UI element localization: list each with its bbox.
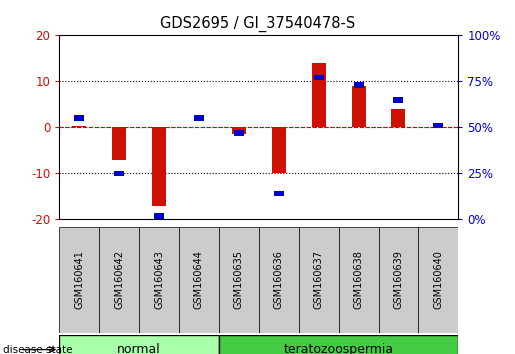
Bar: [272, 127, 286, 173]
Bar: [354, 82, 364, 88]
Text: GSM160642: GSM160642: [114, 250, 124, 309]
Bar: [74, 115, 84, 121]
FancyBboxPatch shape: [339, 227, 379, 333]
Bar: [274, 191, 284, 196]
FancyBboxPatch shape: [219, 335, 458, 354]
Text: normal: normal: [117, 343, 161, 354]
Text: GSM160641: GSM160641: [74, 250, 84, 309]
FancyBboxPatch shape: [59, 335, 219, 354]
FancyBboxPatch shape: [219, 227, 259, 333]
FancyBboxPatch shape: [99, 227, 139, 333]
Bar: [234, 130, 244, 136]
Bar: [393, 97, 403, 103]
Bar: [154, 213, 164, 218]
Bar: [312, 63, 325, 127]
Text: GSM160637: GSM160637: [314, 250, 323, 309]
Text: GSM160638: GSM160638: [354, 250, 364, 309]
Text: GSM160636: GSM160636: [274, 250, 284, 309]
Bar: [192, 126, 206, 127]
Bar: [391, 109, 405, 127]
Bar: [112, 127, 126, 160]
Text: GSM160643: GSM160643: [154, 250, 164, 309]
Bar: [194, 115, 204, 121]
Bar: [72, 126, 86, 127]
FancyBboxPatch shape: [139, 227, 179, 333]
FancyBboxPatch shape: [179, 227, 219, 333]
Text: GSM160640: GSM160640: [434, 250, 443, 309]
Bar: [352, 86, 366, 127]
Text: disease state: disease state: [3, 344, 72, 354]
Text: GSM160644: GSM160644: [194, 250, 204, 309]
Text: GSM160639: GSM160639: [393, 250, 403, 309]
FancyBboxPatch shape: [59, 227, 99, 333]
Bar: [314, 75, 323, 80]
FancyBboxPatch shape: [418, 227, 458, 333]
Text: GDS2695 / GI_37540478-S: GDS2695 / GI_37540478-S: [160, 16, 355, 32]
Text: teratozoospermia: teratozoospermia: [284, 343, 393, 354]
Bar: [152, 127, 166, 206]
FancyBboxPatch shape: [299, 227, 339, 333]
Bar: [114, 171, 124, 176]
Text: GSM160635: GSM160635: [234, 250, 244, 309]
Bar: [232, 127, 246, 134]
FancyBboxPatch shape: [379, 227, 418, 333]
Bar: [434, 123, 443, 129]
FancyBboxPatch shape: [259, 227, 299, 333]
